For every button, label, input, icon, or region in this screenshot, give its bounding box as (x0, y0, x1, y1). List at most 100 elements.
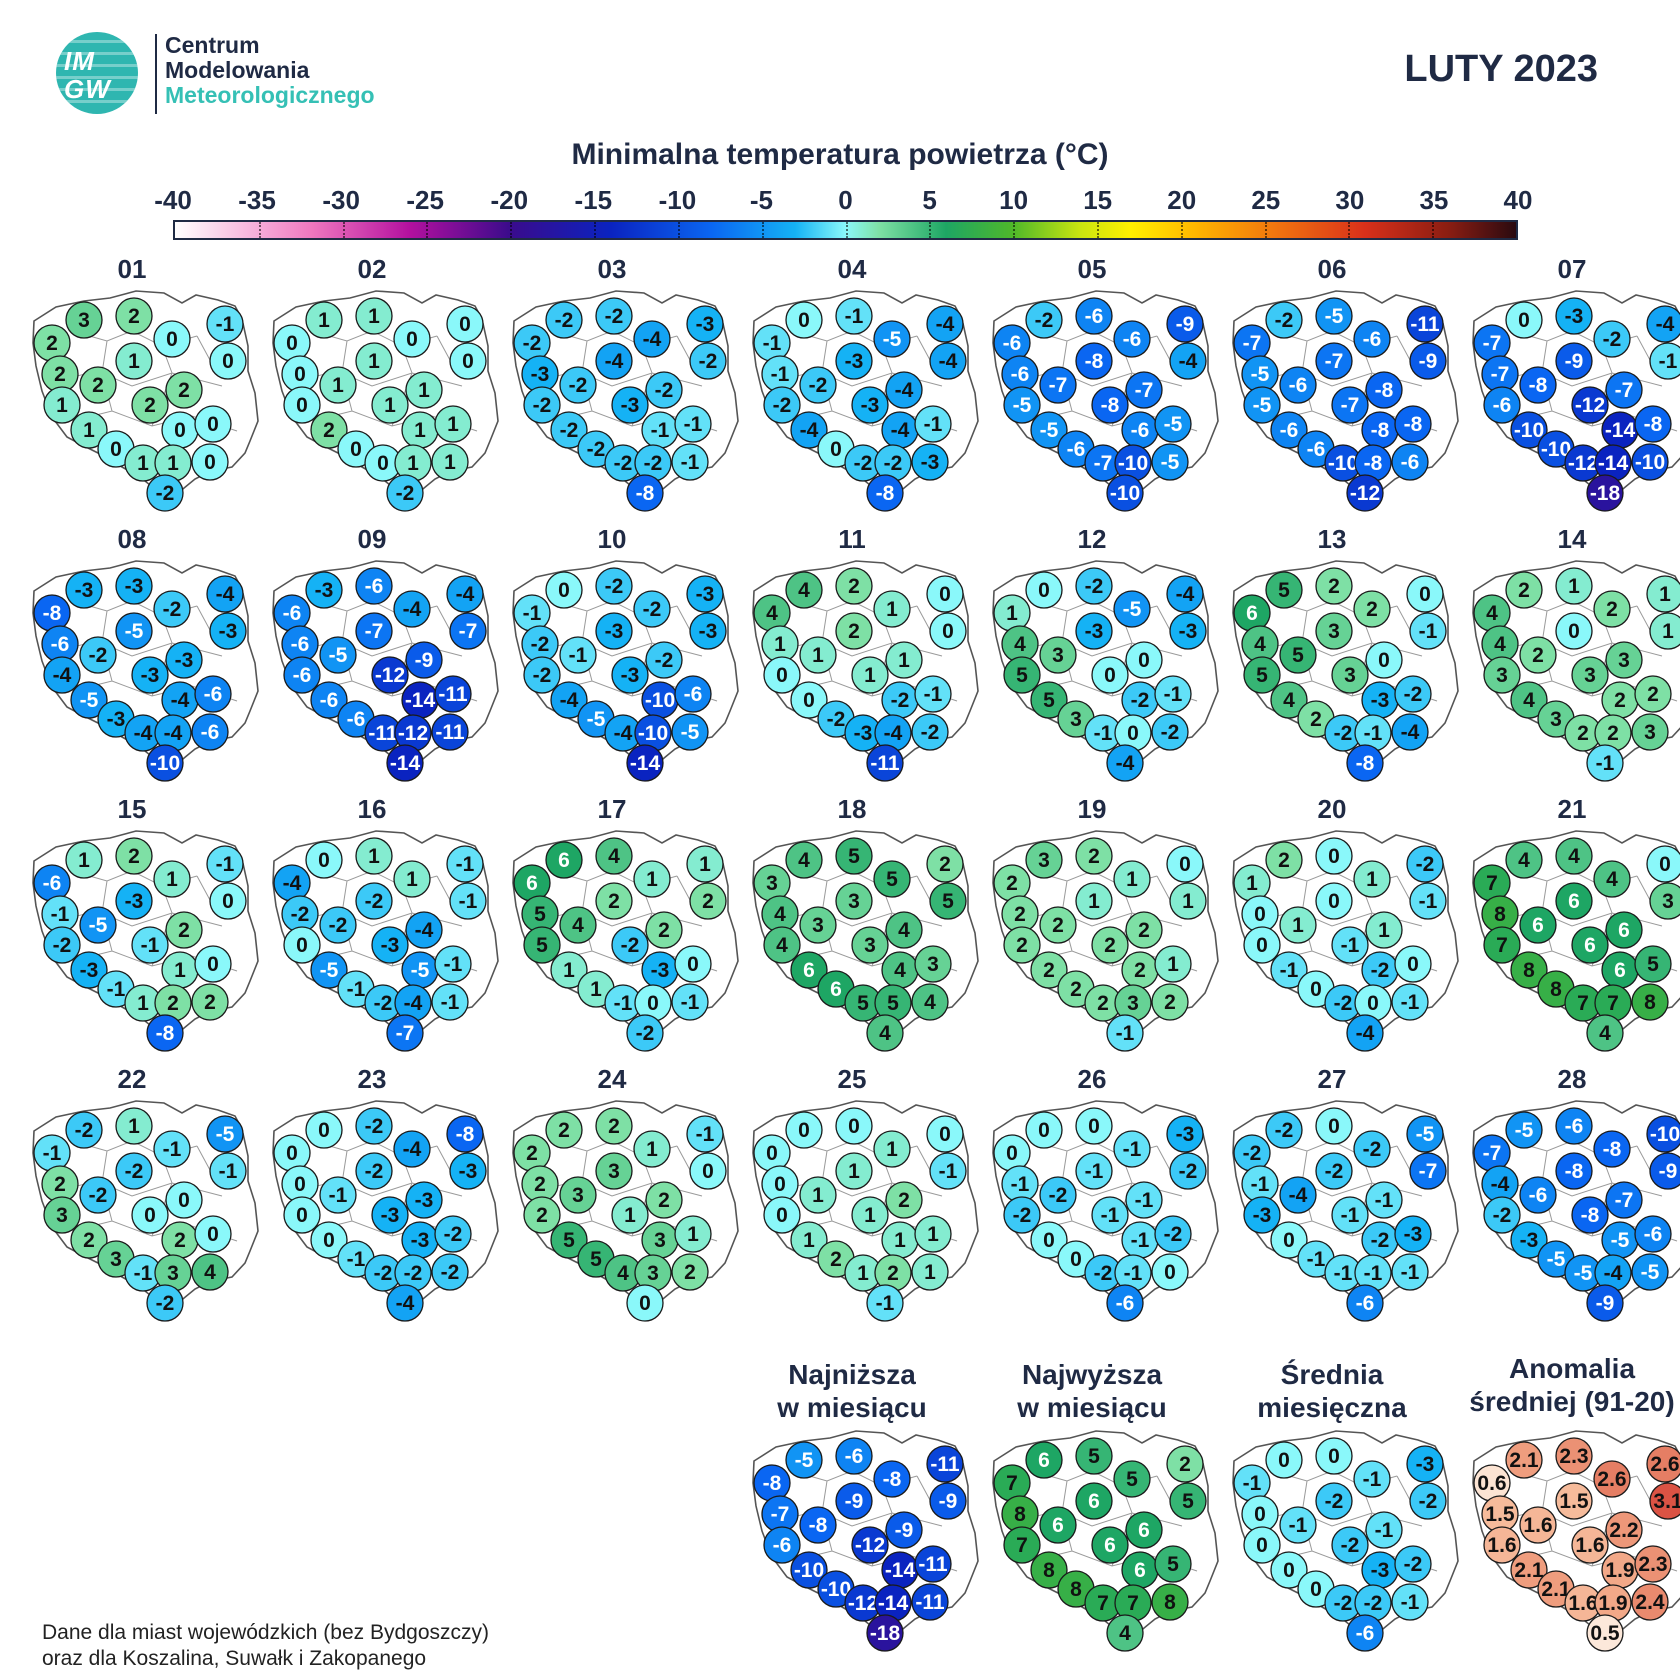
station-marker (1270, 1221, 1308, 1259)
station-value-label: 1.5 (1485, 1503, 1515, 1526)
station-value-label: 5 (1043, 689, 1055, 712)
colorbar-tick-label: 5 (922, 185, 937, 215)
station-marker (689, 1152, 727, 1190)
station-value-label: -3 (1179, 620, 1198, 643)
station-marker (131, 1196, 169, 1234)
station-marker (926, 575, 964, 613)
station-value-label: 4 (1283, 689, 1295, 712)
station-value-label: 8 (1550, 978, 1562, 1001)
station-value-label: -1 (51, 903, 70, 926)
station-value-label: -8 (809, 1514, 828, 1537)
station-value-label: 2 (144, 394, 156, 417)
station-marker (1353, 1460, 1391, 1498)
panel-day-label: 19 (1078, 794, 1107, 824)
station-value-label: -4 (1116, 752, 1135, 775)
panel-day-label: 10 (598, 524, 627, 554)
station-marker (885, 1181, 923, 1219)
station-value-label: -4 (283, 872, 302, 895)
station-value-label: -12 (1568, 452, 1598, 475)
station-marker (1125, 911, 1163, 949)
station-marker (633, 860, 671, 898)
station-value-label: 0 (1518, 309, 1530, 332)
station-value-label: -3 (1371, 1559, 1390, 1582)
station-value-label: -14 (885, 1559, 916, 1582)
station-value-label: 4 (776, 934, 788, 957)
station-value-label: -2 (854, 452, 873, 475)
station-value-label: 2 (174, 1229, 186, 1252)
station-marker (866, 744, 904, 782)
station-marker (319, 366, 357, 404)
station-marker (43, 656, 81, 694)
station-marker (1406, 845, 1444, 883)
station-value-label: -6 (1131, 419, 1150, 442)
station-value-label: 1 (1659, 583, 1671, 606)
station-marker (446, 575, 484, 613)
station-marker (914, 1545, 952, 1583)
station-value-label: 4 (1518, 849, 1530, 872)
station-marker (873, 590, 911, 628)
station-value-label: -1 (939, 1160, 958, 1183)
station-value-label: 2 (898, 1189, 910, 1212)
station-value-label: 0 (323, 1229, 335, 1252)
station-value-label: 2 (608, 1115, 620, 1138)
station-value-label: -2 (1325, 1490, 1344, 1513)
station-marker (1646, 1115, 1680, 1153)
panel-day-label: 27 (1318, 1064, 1347, 1094)
station-value-label: 8 (1494, 903, 1506, 926)
station-value-label: 0 (204, 451, 216, 474)
station-value-label: 5 (1088, 1445, 1100, 1468)
station-marker (785, 1441, 823, 1479)
station-value-label: -3 (861, 394, 880, 417)
station-marker (191, 983, 229, 1021)
station-value-label: -5 (681, 721, 700, 744)
station-marker (1151, 1583, 1189, 1621)
station-value-label: 7 (1496, 934, 1508, 957)
station-marker (1593, 320, 1631, 358)
station-marker (1634, 1545, 1672, 1583)
station-marker (305, 571, 343, 609)
station-marker (79, 1176, 117, 1214)
station-value-label: 0 (1070, 1248, 1082, 1271)
logo-mark-text-1: IM (64, 46, 95, 76)
station-value-label: -2 (1035, 309, 1054, 332)
station-value-label: 0 (798, 1119, 810, 1142)
station-marker (191, 713, 229, 751)
station-marker (1346, 744, 1384, 782)
station-marker (1505, 841, 1543, 879)
station-value-label: 4 (1254, 633, 1266, 656)
logo-text-line1: Centrum (165, 32, 260, 58)
station-value-label: -1 (771, 363, 790, 386)
station-value-label: 7 (1486, 872, 1498, 895)
colorbar-tick-label: -20 (490, 185, 529, 215)
station-value-label: 5 (886, 868, 898, 891)
station-value-label: -2 (531, 633, 550, 656)
station-value-label: 2 (1607, 722, 1619, 745)
footnote-line1: Dane dla miast wojewódzkich (bez Bydgosz… (42, 1621, 490, 1644)
station-value-label: 6 (1138, 1519, 1150, 1542)
station-marker (43, 1196, 81, 1234)
station-value-label: -2 (827, 708, 846, 731)
station-value-label: -2 (655, 649, 674, 672)
station-value-label: -3 (107, 708, 126, 731)
station-value-label: 3 (848, 890, 860, 913)
station-value-label: -2 (1334, 992, 1353, 1015)
station-marker (1391, 1253, 1429, 1291)
station-marker (523, 386, 561, 424)
station-value-label: 1 (624, 1204, 636, 1227)
station-marker (785, 301, 823, 339)
station-value-label: 4 (1014, 633, 1026, 656)
station-value-label: -3 (125, 575, 144, 598)
station-value-label: -1 (1280, 959, 1299, 982)
station-marker (1106, 1014, 1144, 1052)
station-value-label: -2 (53, 934, 72, 957)
station-value-label: 1.6 (1568, 1592, 1597, 1615)
station-value-label: -10 (821, 1578, 851, 1601)
station-value-label: 2.3 (1559, 1445, 1588, 1468)
station-value-label: -1 (569, 644, 588, 667)
station-marker (393, 860, 431, 898)
station-value-label: 2 (1179, 1453, 1191, 1476)
station-value-label: -6 (1529, 1184, 1548, 1207)
